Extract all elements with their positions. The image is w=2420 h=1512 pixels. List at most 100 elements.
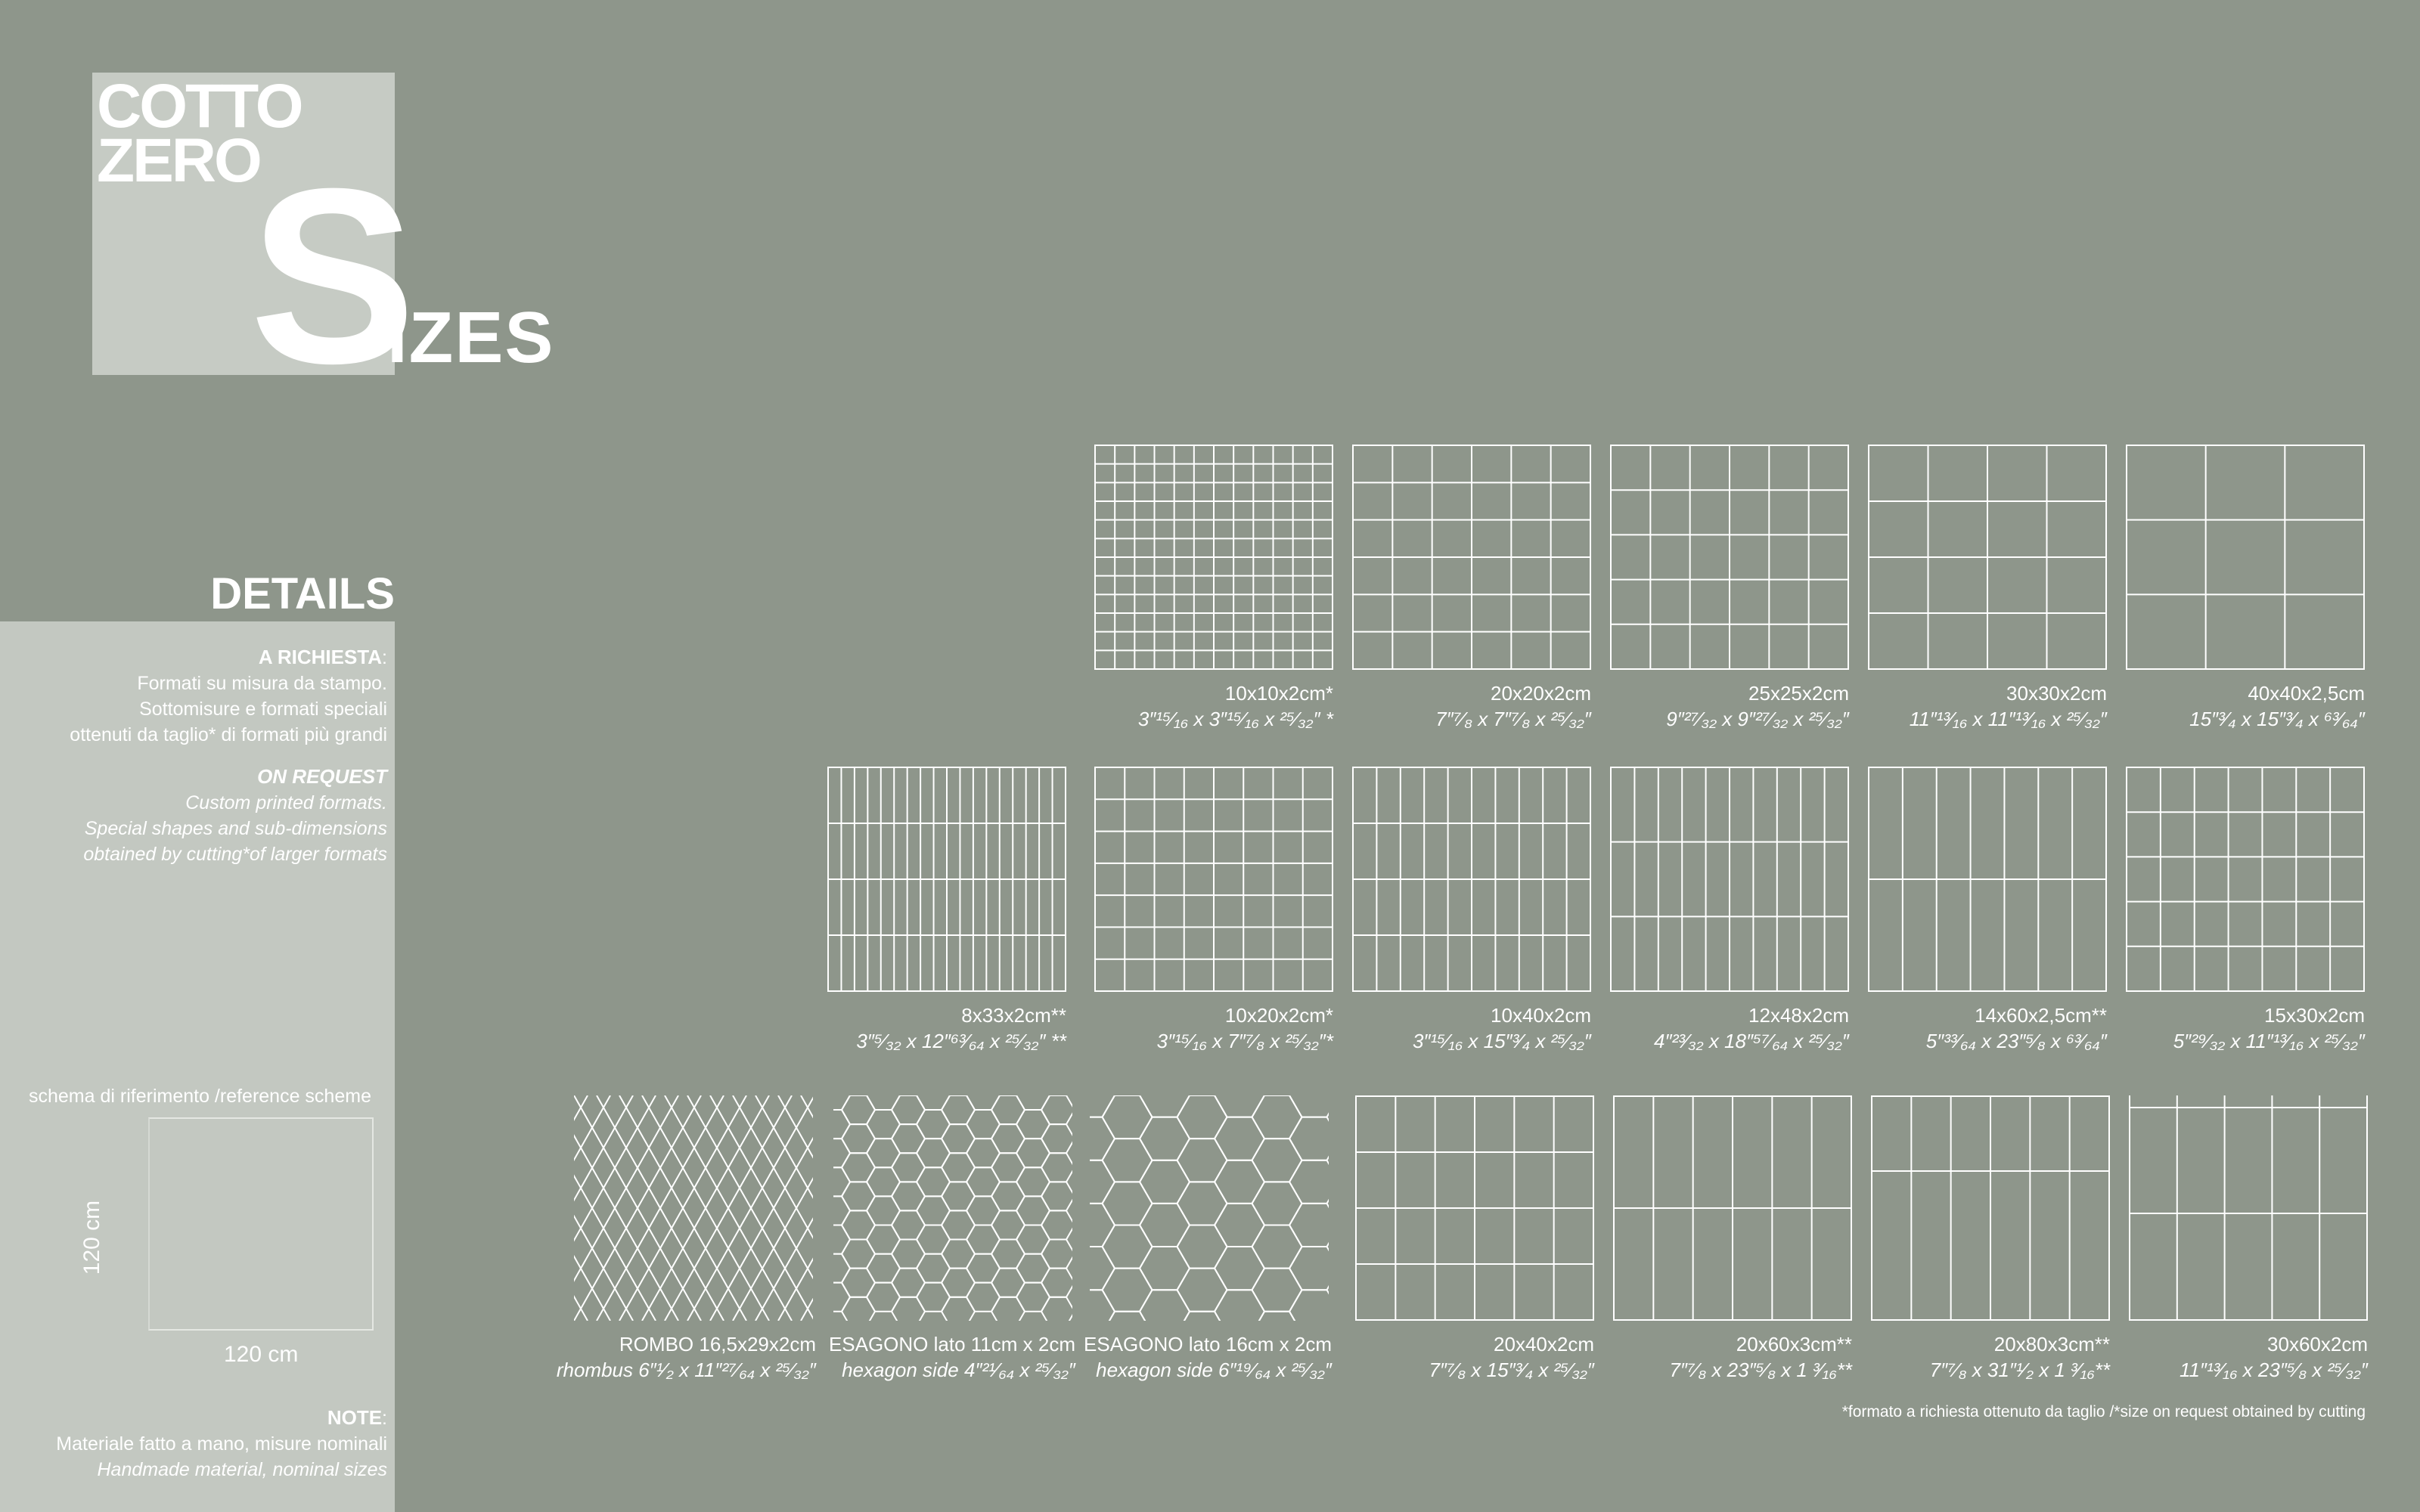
footnote: *formato a richiesta ottenuto da taglio … [1841,1403,2366,1421]
tile-format: 20x60x3cm** 7″⁷⁄₈ x 23″⁵⁄₈ x 1 ³⁄₁₆** [1613,1095,1852,1381]
hexagon-shape [1101,1267,1153,1312]
tile-format: ESAGONO lato 16cm x 2cm hexagon side 6″¹⁹… [1084,1095,1332,1381]
tile-pattern [827,767,1066,992]
hexagon-shape [833,1195,852,1226]
hexagon-shape [1138,1246,1191,1291]
tile-pattern [1094,445,1333,670]
tile-pattern [1871,1095,2110,1321]
hexagon-shape [833,1109,852,1140]
tile-format: 40x40x2,5cm 15″³⁄₄ x 15″³⁄₄ x ⁶³⁄₆₄″ [2126,445,2365,730]
tile-line [709,1136,813,1321]
tile-size-inches: 7″⁷⁄₈ x 7″⁷⁄₈ x ²⁵⁄₃₂″ [1435,708,1591,730]
en-line: Custom printed formats. [185,792,387,813]
tile-size-inches: 9″²⁷⁄₃₂ x 9″²⁷⁄₃₂ x ²⁵⁄₃₂″ [1666,708,1849,730]
tile-size-metric: 30x30x2cm [2006,682,2107,705]
hexagon-shape [1288,1159,1329,1204]
reference-height: 120 cm [79,1200,104,1275]
en-block: ON REQUEST Custom printed formats. Speci… [83,764,387,867]
tile-format: 30x30x2cm 11″¹³⁄₁₆ x 11″¹³⁄₁₆ x ²⁵⁄₃₂″ [1868,445,2107,730]
hexagon-shape [1101,1181,1153,1226]
hexagon-shape [1138,1116,1191,1161]
tile-caption: 40x40x2,5cm 15″³⁄₄ x 15″³⁄₄ x ⁶³⁄₆₄″ [2189,680,2365,732]
tile-pattern [1352,445,1591,670]
tile-caption: 20x60x3cm** 7″⁷⁄₈ x 23″⁵⁄₈ x 1 ³⁄₁₆** [1669,1331,1852,1383]
en-line: Special shapes and sub-dimensions [84,818,387,839]
tile-size-metric: 20x40x2cm [1494,1333,1594,1356]
tile-pattern [1610,767,1849,992]
tile-size-inches: 5″²⁹⁄₃₂ x 11″¹³⁄₁₆ x ²⁵⁄₃₂″ [2173,1030,2365,1052]
tile-format: 20x40x2cm 7″⁷⁄₈ x 15″³⁄₄ x ²⁵⁄₃₂″ [1355,1095,1594,1381]
tile-size-metric: 30x60x2cm [2267,1333,2368,1356]
hexagon-shape [1288,1095,1329,1118]
tile-caption: 30x60x2cm 11″¹³⁄₁₆ x 23″⁵⁄₈ x ²⁵⁄₃₂″ [2180,1331,2368,1383]
tile-pattern [2129,1095,2368,1321]
tile-line [664,1095,793,1321]
note-en: Handmade material, nominal sizes [97,1459,387,1480]
tile-size-inches: 3″⁵⁄₃₂ x 12″⁶³⁄₆₄ x ²⁵⁄₃₂″ ** [856,1030,1066,1052]
tile-pattern [1355,1095,1594,1321]
hexagon-shape [1040,1267,1072,1298]
tile-pattern [2126,767,2365,992]
logo-zero: ZERO [97,126,262,195]
hexagon-shape [1176,1138,1228,1183]
hexagon-shape [833,1224,852,1255]
hexagon-shape [1040,1095,1072,1126]
hexagon-shape [833,1095,852,1111]
it-heading: A RICHIESTA [258,646,383,668]
reference-square [148,1117,374,1331]
tile-caption: ESAGONO lato 11cm x 2cm hexagon side 4″²¹… [829,1331,1075,1383]
hexagon-shape [1090,1095,1116,1118]
tile-line [574,1095,656,1242]
hexagon-shape [1251,1181,1303,1226]
hexagon-shape [1040,1296,1072,1321]
hexagon-shape [1288,1289,1329,1321]
tile-pattern [1868,445,2107,670]
title-rest: IZES [387,297,555,378]
tile-caption: ROMBO 16,5x29x2cm rhombus 6″¹⁄₂ x 11″²⁷⁄₆… [557,1331,816,1383]
tile-line [777,1257,813,1321]
tile-size-metric: ROMBO 16,5x29x2cm [619,1333,816,1356]
reference-scheme-label: schema di riferimento /reference scheme [29,1086,371,1107]
hexagon-shape [1090,1202,1116,1248]
hexagon-shape [1040,1152,1072,1183]
tile-size-metric: 20x80x3cm** [1993,1333,2110,1356]
hexagon-shape [1213,1202,1266,1248]
tile-size-metric: 10x20x2cm* [1224,1004,1333,1027]
tile-pattern [833,1095,1072,1321]
tile-size-metric: 10x10x2cm* [1224,682,1333,705]
tile-line [732,1176,813,1321]
details-panel: A RICHIESTA: Formati su misura da stampo… [0,621,395,1512]
tile-pattern [2126,445,2365,670]
tile-size-inches: 3″¹⁵⁄₁₆ x 7″⁷⁄₈ x ²⁵⁄₃₂″* [1156,1030,1333,1052]
tile-size-metric: 14x60x2,5cm** [1975,1004,2107,1027]
note-block: NOTE: Materiale fatto a mano, misure nom… [56,1406,387,1480]
tile-size-inches: 7″⁷⁄₈ x 15″³⁄₄ x ²⁵⁄₃₂″ [1429,1359,1594,1381]
tile-size-metric: ESAGONO lato 11cm x 2cm [828,1333,1075,1356]
hexagon-shape [1251,1138,1303,1183]
note-it: Materiale fatto a mano, misure nominali [56,1433,387,1455]
tile-pattern [1610,445,1849,670]
logo-cotto: COTTO [97,72,303,141]
tile-line [574,1214,634,1321]
tile-pattern [1352,767,1591,992]
tile-size-inches: hexagon side 6″¹⁹⁄₆₄ x ²⁵⁄₃₂″ [1096,1359,1332,1381]
tile-caption: 8x33x2cm** 3″⁵⁄₃₂ x 12″⁶³⁄₆₄ x ²⁵⁄₃₂″ ** [856,1002,1066,1054]
hexagon-shape [1213,1116,1266,1161]
it-line: Sottomisure e formati speciali [139,699,387,720]
tile-caption: 20x40x2cm 7″⁷⁄₈ x 15″³⁄₄ x ²⁵⁄₃₂″ [1429,1331,1594,1383]
tile-caption: 10x20x2cm* 3″¹⁵⁄₁₆ x 7″⁷⁄₈ x ²⁵⁄₃₂″* [1157,1002,1333,1054]
hexagon-shape [1138,1289,1191,1321]
hexagon-shape [1288,1246,1329,1291]
tile-line [574,1295,588,1321]
tile-size-inches: 5″³³⁄₆₄ x 23″⁵⁄₈ x ⁶³⁄₆₄″ [1925,1030,2107,1052]
tile-size-inches: 3″¹⁵⁄₁₆ x 15″³⁄₄ x ²⁵⁄₃₂″ [1412,1030,1591,1052]
en-heading: ON REQUEST [257,765,387,788]
tile-size-inches: 7″⁷⁄₈ x 23″⁵⁄₈ x 1 ³⁄₁₆** [1669,1359,1852,1381]
hexagon-shape [1176,1224,1228,1269]
tile-caption: 30x30x2cm 11″¹³⁄₁₆ x 11″¹³⁄₁₆ x ²⁵⁄₃₂″ [1910,680,2107,732]
tile-format: 20x20x2cm 7″⁷⁄₈ x 7″⁷⁄₈ x ²⁵⁄₃₂″ [1352,445,1591,730]
tile-caption: 25x25x2cm 9″²⁷⁄₃₂ x 9″²⁷⁄₃₂ x ²⁵⁄₃₂″ [1666,680,1849,732]
hexagon-shape [1040,1210,1072,1241]
hexagon-shape [1176,1181,1228,1226]
it-line: Formati su misura da stampo. [137,673,387,694]
